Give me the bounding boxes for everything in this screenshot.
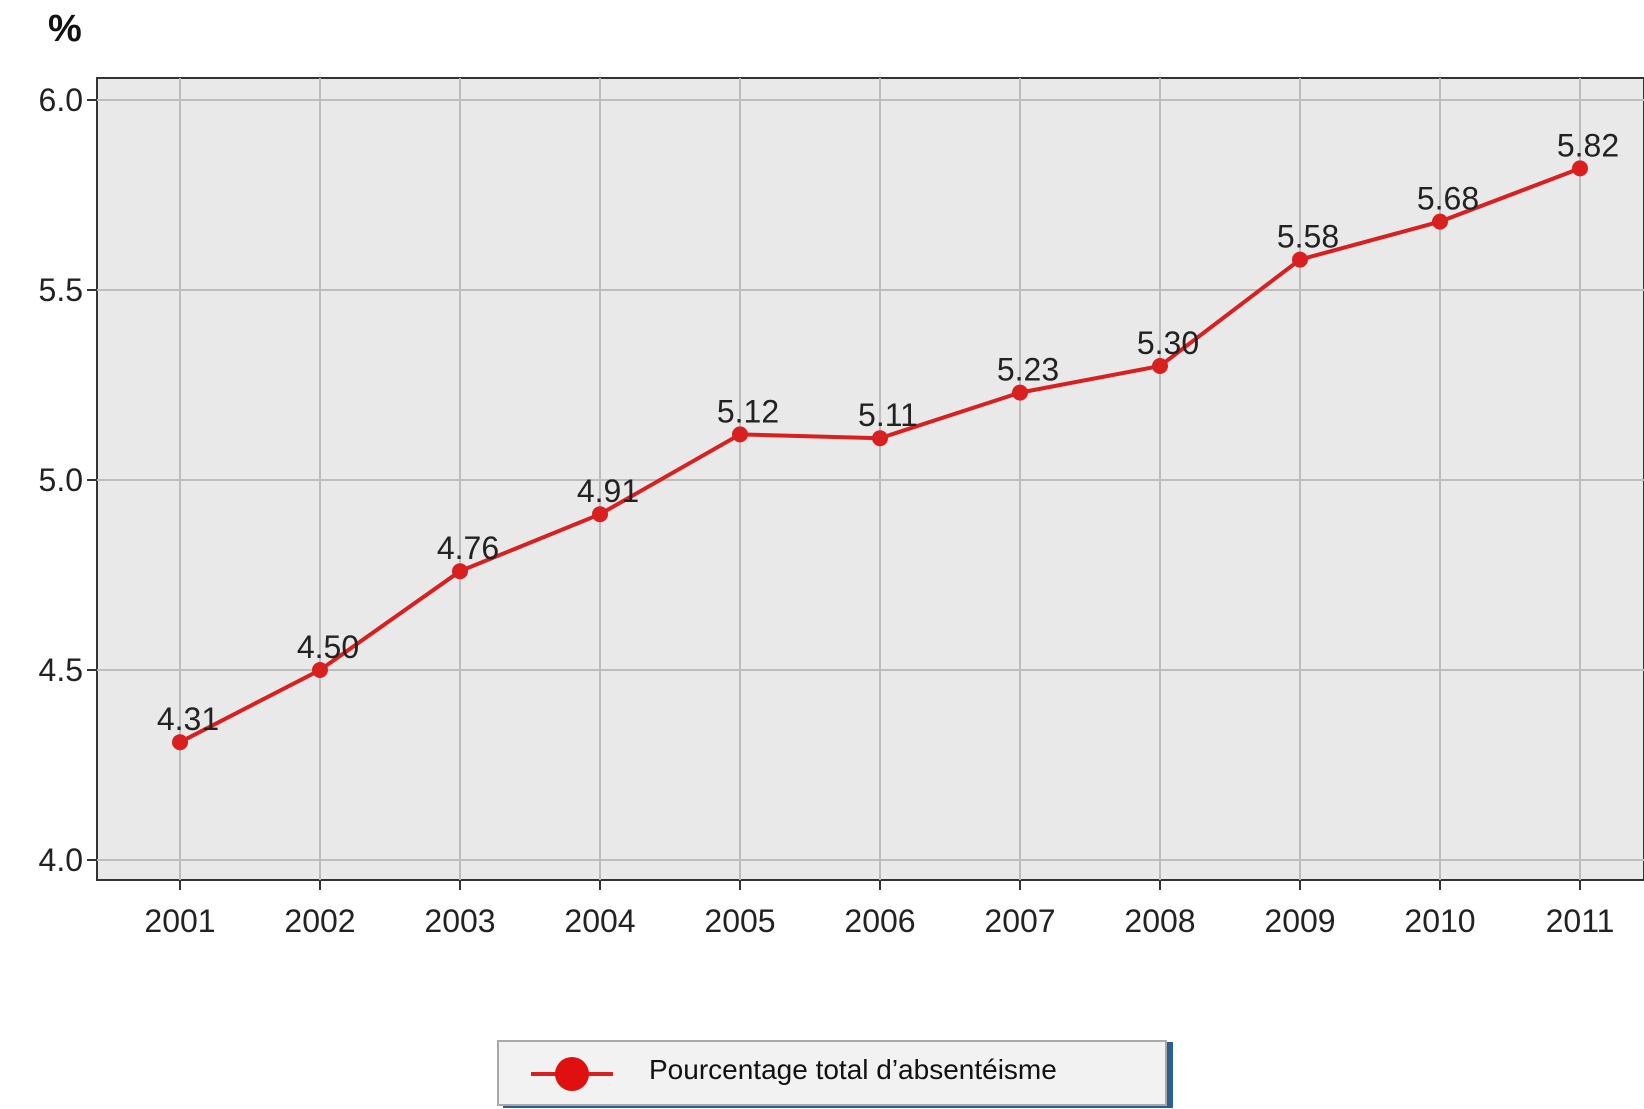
data-label: 5.12 <box>717 393 779 429</box>
y-tick-label: 4.5 <box>39 652 83 688</box>
data-label: 5.11 <box>858 397 918 433</box>
data-point <box>1572 160 1588 177</box>
data-label: 5.23 <box>997 352 1059 388</box>
x-tick-label: 2003 <box>424 903 495 939</box>
x-tick-label: 2004 <box>564 903 635 939</box>
x-tick-label: 2008 <box>1124 903 1195 939</box>
data-point <box>872 430 888 447</box>
series <box>172 160 1588 751</box>
data-point <box>592 506 608 523</box>
x-tick-label: 2011 <box>1546 903 1615 939</box>
data-point <box>1012 384 1028 401</box>
line-chart: 4.0 4.5 5.0 5.5 6.0 2001 2002 2003 2004 2005 2006 2… <box>39 77 1644 939</box>
x-tick-label: 2006 <box>844 903 915 939</box>
data-point <box>1432 213 1448 230</box>
data-point <box>1292 251 1308 268</box>
x-tick-label: 2002 <box>284 903 355 939</box>
data-point <box>732 426 748 443</box>
x-tick-label: 2007 <box>984 903 1055 939</box>
x-tick-label: 2010 <box>1404 903 1475 939</box>
y-tick-label: 6.0 <box>39 82 83 118</box>
data-label: 4.50 <box>297 629 359 665</box>
data-label: 5.58 <box>1277 219 1339 255</box>
data-label: 4.91 <box>577 473 639 509</box>
data-point <box>1152 358 1168 374</box>
legend-marker-icon <box>531 1057 613 1091</box>
x-tick-label: 2001 <box>144 903 215 939</box>
legend: Pourcentage total d’absentéisme <box>497 1040 1167 1106</box>
y-unit-label: % <box>48 8 82 50</box>
data-labels: 4.31 4.50 4.76 4.91 5.12 5.11 5.23 5.30 5.58 5.68… <box>157 127 1619 737</box>
axes: 4.0 4.5 5.0 5.5 6.0 2001 2002 2003 2004 2005 2006 2… <box>39 82 1615 939</box>
data-label: 4.76 <box>437 530 499 566</box>
data-label: 5.68 <box>1417 181 1479 217</box>
x-tick-label: 2005 <box>704 903 775 939</box>
y-tick-label: 5.5 <box>39 272 83 308</box>
y-tick-label: 5.0 <box>39 462 83 498</box>
data-point <box>452 563 468 580</box>
legend-label: Pourcentage total d’absentéisme <box>649 1054 1057 1085</box>
data-label: 5.30 <box>1137 325 1199 361</box>
data-point <box>312 662 328 678</box>
y-tick-label: 4.0 <box>39 842 83 878</box>
data-label: 5.82 <box>1557 127 1619 163</box>
data-label: 4.31 <box>157 701 219 737</box>
data-point <box>172 734 188 751</box>
x-tick-label: 2009 <box>1264 903 1335 939</box>
